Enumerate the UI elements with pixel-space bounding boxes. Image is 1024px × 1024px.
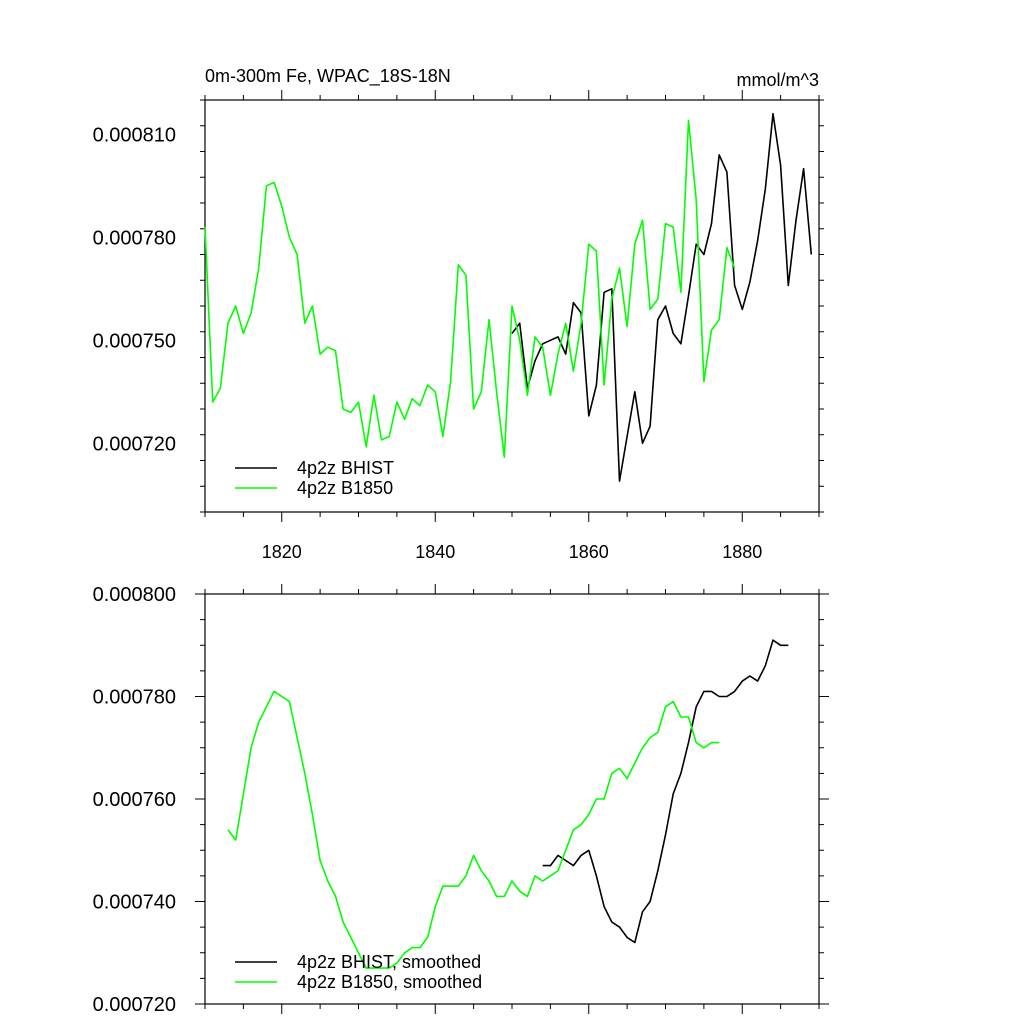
bottom-y-tick-label: 0.000740	[93, 892, 176, 914]
top-x-tick-label: 1820	[262, 542, 302, 562]
top-minor-ticks	[200, 90, 824, 522]
bottom-minor-ticks	[195, 584, 829, 1014]
top-legend-label: 4p2z B1850	[297, 478, 393, 498]
bottom-panel: 0.000720 0.000740 0.000760 0.000780 0.000800…	[93, 584, 829, 1016]
top-x-tick-label: 1880	[722, 542, 762, 562]
top-y-tick-label: 0.000780	[93, 227, 176, 249]
bottom-y-tick-labels: 0.000720 0.000740 0.000760 0.000780 0.000800	[93, 584, 176, 1016]
top-legend-label: 4p2z BHIST	[297, 458, 394, 478]
top-series-lines	[204, 112, 813, 482]
top-y-tick-label: 0.000810	[93, 124, 176, 146]
bottom-y-tick-label: 0.000780	[93, 687, 176, 709]
bottom-legend-label: 4p2z B1850, smoothed	[297, 972, 482, 992]
top-chart-units: mmol/m^3	[737, 70, 819, 90]
bottom-series-lines	[227, 639, 789, 969]
bottom-y-tick-label: 0.000800	[93, 584, 176, 606]
top-y-tick-label: 0.000750	[93, 330, 176, 352]
bottom-plot-frame	[204, 593, 820, 1005]
top-x-tick-label: 1860	[569, 542, 609, 562]
top-x-tick-labels: 1820 1840 1860 1880	[262, 542, 763, 562]
bottom-y-tick-label: 0.000720	[93, 994, 176, 1016]
bottom-series-line-4p2z-b1850-smoothed	[227, 690, 720, 969]
top-y-tick-label: 0.000720	[93, 433, 176, 455]
top-chart-title: 0m-300m Fe, WPAC_18S-18N	[205, 66, 451, 87]
top-series-line-4p2z-bhist	[511, 112, 813, 482]
bottom-y-tick-label: 0.000760	[93, 789, 176, 811]
bottom-legend-label: 4p2z BHIST, smoothed	[297, 952, 481, 972]
top-y-tick-labels: 0.000720 0.000750 0.000780 0.000810	[93, 124, 176, 455]
top-panel: 0m-300m Fe, WPAC_18S-18N mmol/m^3 1820 18…	[93, 66, 824, 562]
top-series-line-4p2z-b1850	[204, 119, 736, 458]
bottom-series-line-4p2z-bhist-smoothed	[542, 639, 789, 944]
top-x-tick-label: 1840	[415, 542, 455, 562]
